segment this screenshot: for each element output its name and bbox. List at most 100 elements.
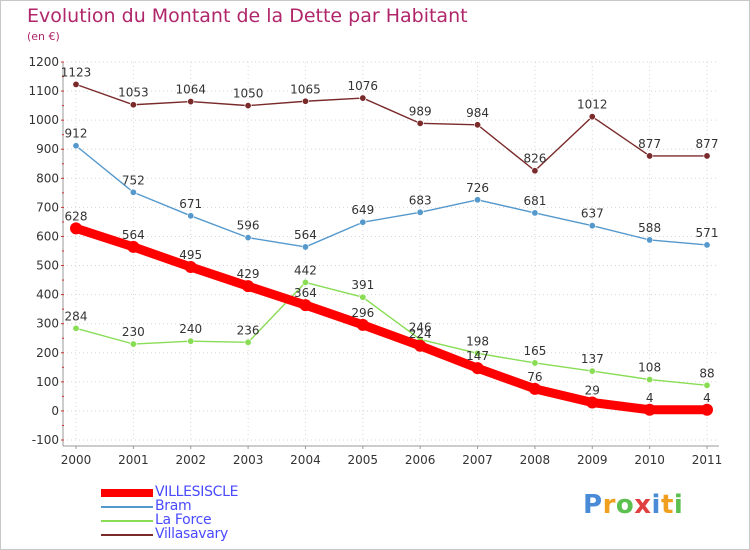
data-point: [588, 367, 596, 375]
legend-label: La Force: [155, 512, 212, 528]
data-label: 564: [122, 228, 145, 242]
data-label: 588: [638, 221, 661, 235]
data-label: 1012: [577, 98, 608, 112]
data-point: [129, 340, 137, 348]
x-tick-label: 2002: [175, 453, 206, 467]
data-label: 1053: [118, 86, 149, 100]
data-point: [416, 208, 424, 216]
data-label: 1123: [61, 65, 92, 79]
data-point: [187, 212, 195, 220]
y-tick-label: 1200: [28, 55, 59, 69]
data-label: 877: [638, 137, 661, 151]
x-tick-label: 2006: [405, 453, 436, 467]
data-point: [416, 119, 424, 127]
data-point: [72, 80, 80, 88]
y-tick-label: 700: [36, 200, 59, 214]
data-label: 596: [237, 219, 260, 233]
series-line-bram: [75, 145, 708, 248]
y-tick-label: 100: [36, 375, 59, 389]
y-tick-label: 900: [36, 142, 59, 156]
data-point: [588, 222, 596, 230]
data-point: [242, 280, 255, 293]
x-tick-label: 2011: [692, 453, 723, 467]
data-point: [646, 152, 654, 160]
data-label: 364: [294, 286, 317, 300]
data-point: [244, 234, 252, 242]
legend-swatch: [101, 489, 153, 497]
data-point: [646, 376, 654, 384]
data-label: 4: [703, 391, 711, 405]
x-tick-label: 2004: [290, 453, 321, 467]
data-label: 495: [179, 248, 202, 262]
data-label: 76: [527, 370, 542, 384]
data-label: 442: [294, 263, 317, 277]
data-point: [184, 260, 197, 273]
data-point: [127, 240, 140, 253]
y-tick-label: 800: [36, 171, 59, 185]
data-point: [471, 362, 484, 375]
data-point: [646, 236, 654, 244]
data-point: [70, 222, 82, 235]
data-point: [299, 299, 312, 312]
data-point: [244, 102, 252, 110]
data-label: 681: [523, 194, 546, 208]
data-label: 628: [65, 209, 88, 223]
data-point: [129, 188, 137, 196]
data-label: 391: [351, 278, 374, 292]
data-point: [187, 98, 195, 106]
x-tick-label: 2005: [348, 453, 379, 467]
data-label: 29: [585, 383, 600, 397]
data-point: [531, 209, 539, 217]
data-label: 671: [179, 197, 202, 211]
data-label: 1050: [233, 87, 264, 101]
legend-swatch: [101, 520, 153, 522]
data-label: 224: [409, 327, 432, 341]
data-point: [701, 403, 713, 416]
data-label: 165: [523, 344, 546, 358]
data-point: [301, 243, 309, 251]
data-point: [531, 167, 539, 175]
data-point: [703, 381, 711, 389]
legend-label: Villasavary: [155, 526, 228, 542]
data-point: [703, 152, 711, 160]
unit-label: (en €): [27, 30, 60, 43]
data-label: 1064: [175, 83, 206, 97]
data-label: 429: [237, 267, 260, 281]
data-point: [187, 337, 195, 345]
data-label: 752: [122, 173, 145, 187]
data-point: [301, 278, 309, 286]
x-tick-label: 2001: [118, 453, 149, 467]
y-tick-label: 0: [51, 404, 59, 418]
data-point: [474, 121, 482, 129]
data-point: [588, 113, 596, 121]
data-label: 4: [646, 391, 654, 405]
data-label: 230: [122, 325, 145, 339]
data-label: 877: [696, 137, 719, 151]
data-label: 240: [179, 322, 202, 336]
y-tick-label: 500: [36, 259, 59, 273]
y-tick-label: 600: [36, 229, 59, 243]
data-point: [356, 318, 369, 331]
data-label: 683: [409, 193, 432, 207]
data-label: 989: [409, 104, 432, 118]
data-label: 649: [351, 203, 374, 217]
data-point: [703, 241, 711, 249]
data-label: 984: [466, 106, 489, 120]
x-tick-label: 2009: [577, 453, 608, 467]
data-point: [359, 94, 367, 102]
data-point: [414, 339, 427, 352]
chart-title: Evolution du Montant de la Dette par Hab…: [27, 5, 468, 27]
data-label: 147: [466, 349, 489, 363]
series-line-la-force: [75, 281, 708, 387]
x-tick-label: 2010: [634, 453, 665, 467]
data-label: 564: [294, 228, 317, 242]
y-tick-label: 1000: [28, 113, 59, 127]
data-point: [301, 97, 309, 105]
data-label: 236: [237, 323, 260, 337]
x-tick-label: 2008: [520, 453, 551, 467]
data-point: [586, 396, 599, 409]
data-point: [72, 324, 80, 332]
data-point: [474, 349, 482, 357]
data-point: [474, 196, 482, 204]
